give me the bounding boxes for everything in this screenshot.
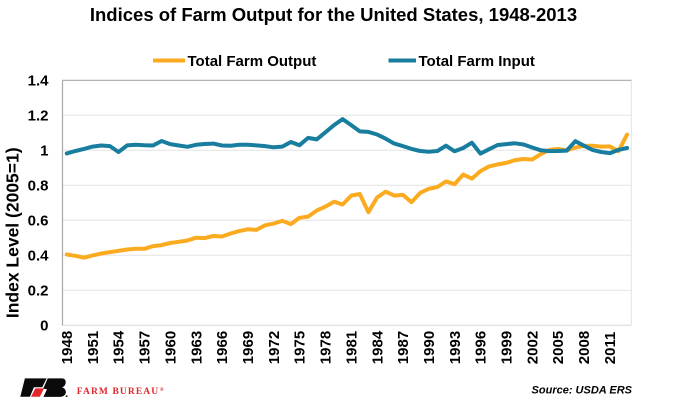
svg-text:1951: 1951	[85, 331, 102, 364]
svg-text:1987: 1987	[395, 331, 412, 364]
svg-text:1990: 1990	[421, 331, 438, 364]
svg-text:2008: 2008	[576, 331, 593, 364]
svg-text:1: 1	[40, 143, 48, 160]
svg-text:1975: 1975	[292, 331, 309, 364]
svg-text:0.4: 0.4	[28, 248, 50, 265]
svg-text:1993: 1993	[447, 331, 464, 364]
svg-text:1984: 1984	[369, 330, 386, 364]
svg-text:1960: 1960	[162, 331, 179, 364]
svg-text:1972: 1972	[266, 331, 283, 364]
svg-text:1954: 1954	[111, 330, 128, 364]
svg-text:1966: 1966	[214, 331, 231, 364]
svg-text:1996: 1996	[473, 331, 490, 364]
svg-text:2002: 2002	[524, 331, 541, 364]
svg-text:1957: 1957	[137, 331, 154, 364]
svg-text:0.2: 0.2	[28, 283, 49, 300]
svg-text:1978: 1978	[318, 331, 335, 364]
svg-text:1.4: 1.4	[28, 73, 50, 90]
svg-text:1969: 1969	[240, 331, 257, 364]
svg-text:1948: 1948	[59, 331, 76, 364]
svg-text:1963: 1963	[188, 331, 205, 364]
svg-text:1.2: 1.2	[28, 108, 49, 125]
svg-text:1999: 1999	[499, 331, 516, 364]
svg-text:2011: 2011	[602, 332, 619, 365]
svg-text:Total Farm Output: Total Farm Output	[188, 53, 317, 70]
svg-text:®: ®	[160, 386, 164, 393]
svg-text:Source: USDA ERS: Source: USDA ERS	[532, 385, 633, 397]
svg-text:1981: 1981	[343, 331, 360, 364]
svg-text:2005: 2005	[550, 331, 567, 364]
svg-text:Indices of Farm Output for the: Indices of Farm Output for the United St…	[90, 4, 577, 25]
svg-text:Index Level (2005=1): Index Level (2005=1)	[3, 147, 23, 318]
svg-text:0.6: 0.6	[28, 213, 49, 230]
svg-text:0.8: 0.8	[28, 178, 49, 195]
svg-text:0: 0	[40, 318, 48, 335]
svg-text:Total Farm Input: Total Farm Input	[419, 53, 535, 70]
svg-text:FARM BUREAU: FARM BUREAU	[77, 387, 159, 397]
